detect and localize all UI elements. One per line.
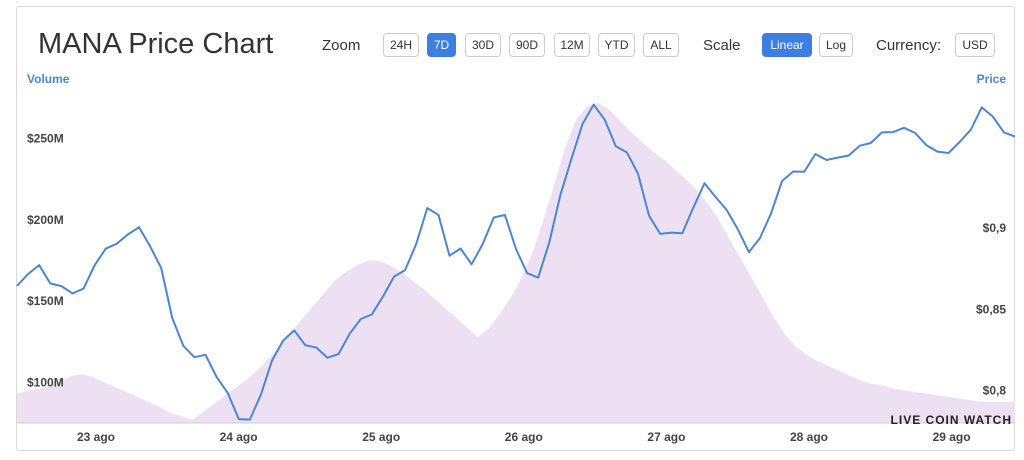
zoom-ytd-button[interactable]: YTD [598,33,635,57]
y-left-tick-label: $100M [27,375,64,389]
currency-select[interactable]: USD [955,33,995,57]
zoom-30d-button[interactable]: 30D [465,33,501,57]
y-right-tick-label: $0,85 [976,302,1006,316]
zoom-all-button[interactable]: ALL [643,33,679,57]
x-tick-label: 23 ago [77,430,115,444]
volume-axis-title: Volume [27,72,70,86]
y-left-tick-label: $250M [27,132,64,146]
zoom-90d-button[interactable]: 90D [509,33,545,57]
chart-title: MANA Price Chart [38,28,274,60]
x-tick-label: 27 ago [647,430,685,444]
zoom-label: Zoom [322,37,361,54]
price-axis-title: Price [976,72,1006,86]
y-right-tick-label: $0,9 [983,221,1007,235]
live-coin-watch-watermark: LIVE COIN WATCH [890,413,1012,427]
x-tick-label: 26 ago [505,430,543,444]
zoom-24h-button[interactable]: 24H [383,33,419,57]
price-line [16,103,1016,421]
scale-log-button[interactable]: Log [819,33,853,57]
volume-area [17,103,1015,423]
zoom-7d-button[interactable]: 7D [427,33,456,57]
scale-linear-button[interactable]: Linear [762,33,812,57]
y-left-tick-label: $150M [27,294,64,308]
scale-label: Scale [703,37,741,54]
y-left-tick-label: $200M [27,213,64,227]
x-tick-label: 28 ago [790,430,828,444]
currency-label: Currency: [876,37,942,54]
zoom-12m-button[interactable]: 12M [554,33,590,57]
x-tick-label: 25 ago [362,430,400,444]
x-tick-label: 29 ago [933,430,971,444]
y-right-tick-label: $0,8 [983,384,1007,398]
x-tick-label: 24 ago [220,430,258,444]
